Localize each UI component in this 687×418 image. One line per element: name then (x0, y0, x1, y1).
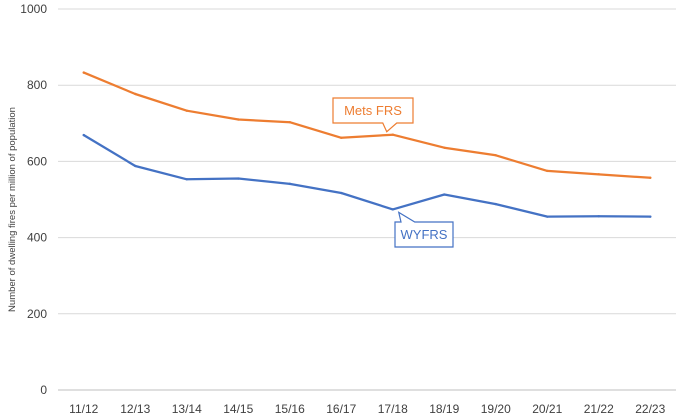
x-tick-label: 18/19 (429, 402, 459, 416)
y-axis-ticks: 0 200 400 600 800 1000 (20, 2, 47, 397)
x-tick-label: 22/23 (635, 402, 665, 416)
data-point (546, 169, 549, 173)
x-tick-label: 12/13 (120, 402, 150, 416)
data-point (340, 136, 343, 139)
x-axis-ticks: 11/12 12/13 13/14 14/15 15/16 16/17 17/18 18/19… (69, 402, 665, 416)
series-line-0 (82, 71, 652, 179)
series-callout-label: Mets FRS (344, 103, 402, 118)
data-point (494, 202, 497, 206)
x-tick-label: 13/14 (172, 402, 202, 416)
data-point (237, 177, 240, 180)
x-tick-label: 20/21 (532, 402, 562, 416)
series-line-1 (82, 133, 652, 218)
data-point (649, 215, 652, 218)
data-point (340, 191, 343, 195)
x-tick-label: 15/16 (275, 402, 305, 416)
data-point (597, 173, 600, 176)
gridlines (58, 8, 676, 391)
data-point (649, 176, 652, 179)
data-point (185, 178, 188, 181)
y-tick-label: 0 (40, 383, 47, 397)
y-axis-label: Number of dwelling fires per million of … (7, 107, 18, 312)
data-point (185, 109, 188, 112)
x-tick-label: 11/12 (69, 402, 98, 416)
series-group (82, 71, 652, 218)
callout-box-0 (332, 97, 414, 133)
data-point (288, 120, 291, 124)
y-tick-label: 200 (27, 307, 47, 321)
data-point (597, 215, 600, 218)
x-tick-label: 17/18 (378, 402, 408, 416)
x-tick-label: 19/20 (481, 402, 511, 416)
y-tick-label: 800 (27, 78, 47, 92)
x-tick-label: 21/22 (584, 402, 614, 416)
x-tick-label: 16/17 (326, 402, 356, 416)
data-point (134, 164, 137, 168)
data-point (82, 71, 85, 74)
data-point (546, 215, 549, 218)
data-point (391, 208, 394, 211)
data-point (494, 154, 497, 157)
series-callout-label: WYFRS (401, 227, 448, 242)
x-tick-label: 14/15 (223, 402, 253, 416)
y-tick-label: 600 (27, 154, 47, 168)
data-point (82, 133, 85, 137)
data-point (288, 182, 291, 186)
data-point (134, 92, 137, 96)
data-point (443, 146, 446, 149)
callout-box-1 (394, 211, 454, 248)
y-tick-label: 400 (27, 231, 47, 245)
data-point (443, 193, 446, 196)
y-tick-label: 1000 (20, 2, 47, 16)
callouts: Mets FRS WYFRS (332, 97, 454, 248)
data-point (391, 133, 394, 136)
data-point (237, 118, 240, 121)
